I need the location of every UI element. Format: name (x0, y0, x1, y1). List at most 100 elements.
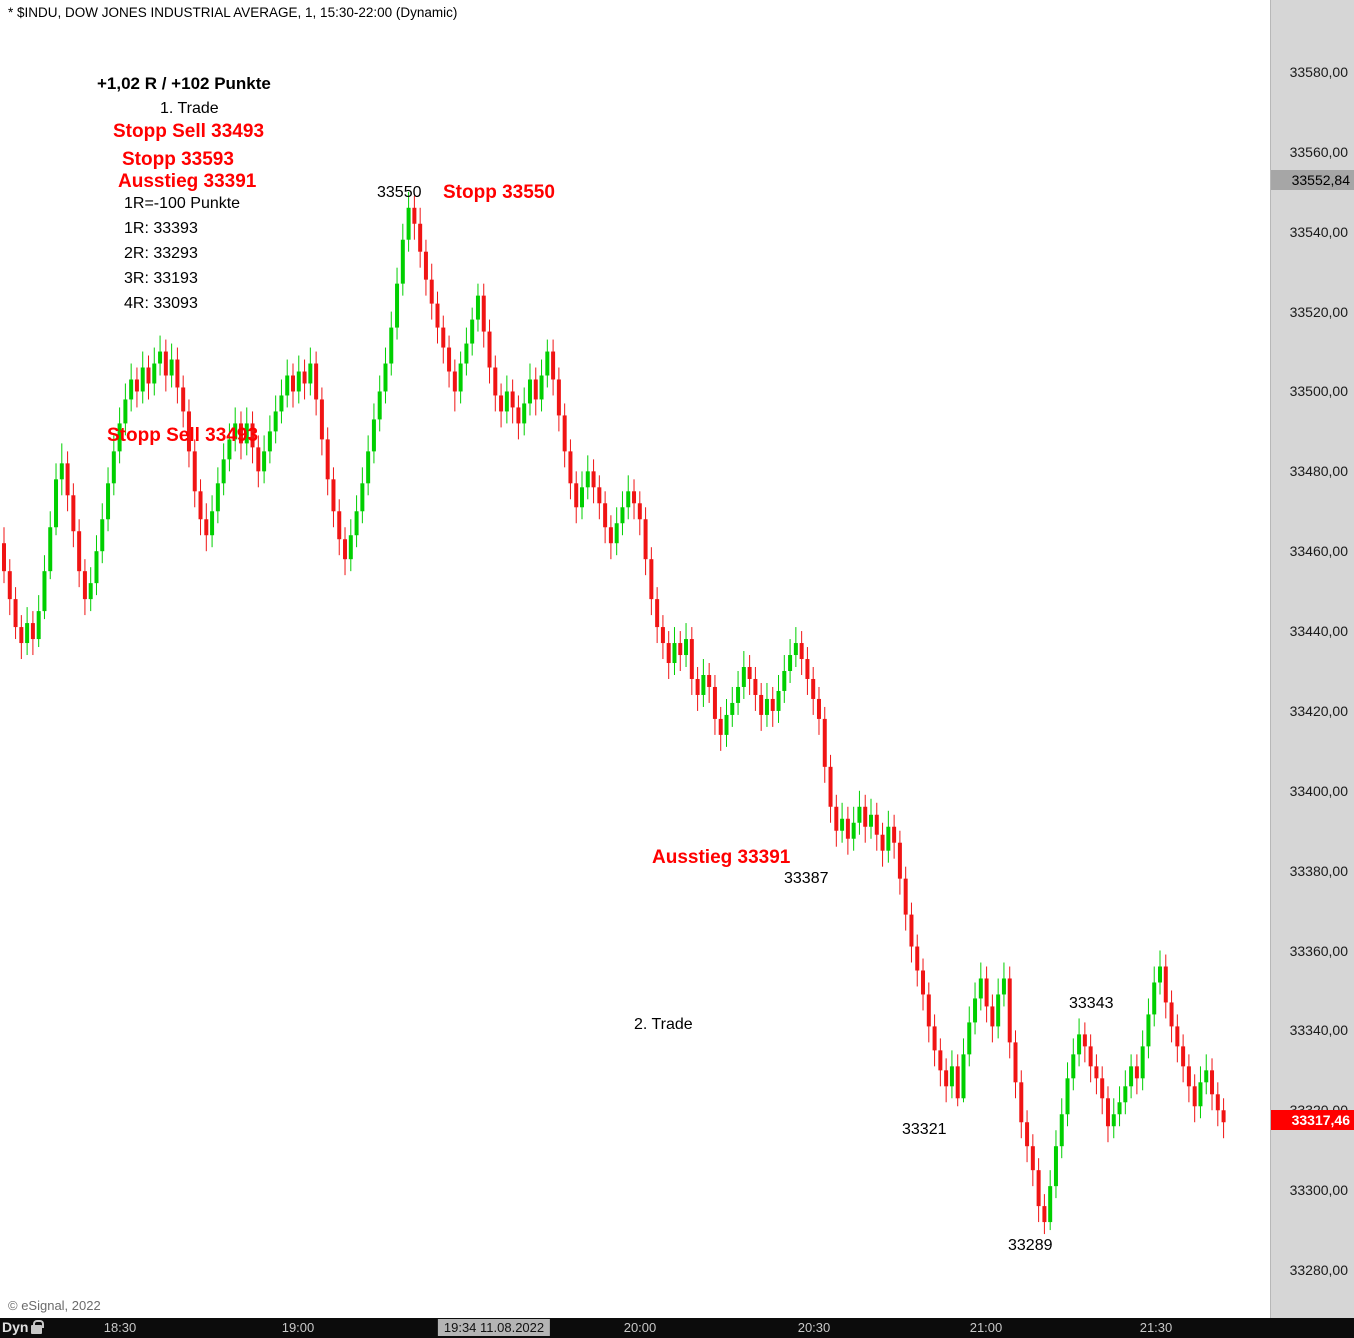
candle-up (527, 379, 532, 404)
candle-up (782, 671, 787, 691)
candle-down (811, 678, 816, 699)
candle-up (366, 451, 371, 484)
candle-down (562, 415, 567, 452)
stopp-sell-annotation: Stopp Sell 33493 (113, 121, 265, 142)
candles-plot[interactable] (0, 0, 1270, 1318)
candle-up (504, 391, 509, 412)
candle-up (59, 463, 64, 480)
candle-up (42, 571, 47, 612)
ausstieg-annotation: Ausstieg 33391 (118, 171, 257, 192)
candle-down (695, 678, 700, 695)
candle-down (568, 451, 573, 484)
candle-down (1134, 1066, 1139, 1079)
candle-up (169, 359, 174, 376)
candle-up (585, 471, 590, 488)
candle-down (689, 639, 694, 679)
candle-down (747, 667, 752, 679)
time-tick-label: 21:00 (969, 1320, 1003, 1335)
candle-up (730, 702, 735, 715)
candle-up (371, 419, 376, 452)
candle-up (793, 643, 798, 656)
candle-down (423, 251, 428, 280)
candle-up (724, 714, 729, 735)
candle-up (961, 1054, 966, 1099)
candle-down (533, 379, 538, 400)
candle-down (591, 471, 596, 488)
candle-up (273, 411, 278, 432)
time-highlight-label: 19:34 11.08.2022 (437, 1319, 551, 1336)
candle-down (1088, 1046, 1093, 1067)
candle-down (632, 491, 637, 504)
candle-down (643, 519, 648, 560)
candle-up (1152, 982, 1157, 1015)
candle-down (649, 559, 654, 600)
candle-down (712, 686, 717, 719)
candle-up (1117, 1102, 1122, 1115)
candle-down (314, 363, 319, 400)
candle-up (140, 367, 145, 392)
price-axis-label: 33440,00 (1289, 623, 1348, 640)
candle-down (1105, 1098, 1110, 1127)
candle-down (30, 623, 35, 640)
candle-down (435, 303, 440, 328)
r4-level: 4R: 33093 (124, 295, 198, 312)
candle-down (1030, 1146, 1035, 1171)
candle-down (637, 503, 642, 520)
candle-up (1129, 1066, 1134, 1087)
candle-down (1025, 1122, 1030, 1147)
candle-down (250, 423, 255, 448)
candle-down (655, 599, 660, 628)
candle-down (1013, 1042, 1018, 1083)
candle-down (204, 519, 209, 536)
candle-down (19, 627, 24, 644)
candle-down (944, 1070, 949, 1087)
candle-down (487, 331, 492, 368)
candle-down (71, 495, 76, 532)
price-axis-label: 33400,00 (1289, 782, 1348, 799)
candle-down (932, 1026, 937, 1051)
time-tick-label: 20:00 (623, 1320, 657, 1335)
candle-down (1192, 1086, 1197, 1107)
dyn-lock-control[interactable]: Dyn (2, 1319, 45, 1335)
candle-up (464, 343, 469, 364)
trade1-annotation: 1. Trade (160, 100, 219, 117)
candle-up (308, 363, 313, 384)
candle-down (892, 826, 897, 843)
peak-price-label: 33550 (377, 184, 422, 201)
price-axis-label: 33460,00 (1289, 543, 1348, 560)
candle-down (134, 379, 139, 392)
candle-down (146, 367, 151, 384)
candle-down (1042, 1206, 1047, 1223)
time-axis[interactable]: Dyn 18:30 19:00 20:00 20:30 21:00 21:30 19:34 … (0, 1318, 1354, 1338)
candle-down (452, 371, 457, 392)
candle-up (1158, 966, 1162, 983)
candle-up (1123, 1086, 1128, 1103)
candle-up (48, 527, 53, 572)
candle-up (377, 391, 382, 420)
candle-down (1036, 1170, 1041, 1207)
candle-up (840, 818, 845, 831)
candle-down (1169, 1002, 1174, 1027)
price-axis[interactable]: 33580,00 33560,00 33540,00 33520,00 33500,00… (1270, 0, 1354, 1318)
stopp-peak-annotation: Stopp 33550 (443, 182, 555, 203)
candle-down (256, 447, 261, 472)
candle-up (776, 690, 781, 711)
candle-up (470, 319, 475, 344)
candle-down (77, 531, 82, 572)
candle-up (851, 822, 856, 839)
candle-down (828, 766, 833, 807)
candle-down (915, 946, 920, 971)
candle-up (94, 551, 99, 584)
candlestick-chart[interactable] (0, 0, 1270, 1318)
candle-down (175, 359, 180, 388)
candle-down (516, 407, 521, 424)
candle-down (753, 678, 758, 695)
candle-up (580, 487, 584, 508)
candle-up (701, 674, 706, 695)
candle-up (1077, 1034, 1082, 1055)
candle-down (2, 543, 6, 572)
candle-up (152, 363, 157, 384)
candle-up (788, 655, 793, 671)
price-33289-label: 33289 (1008, 1237, 1053, 1254)
